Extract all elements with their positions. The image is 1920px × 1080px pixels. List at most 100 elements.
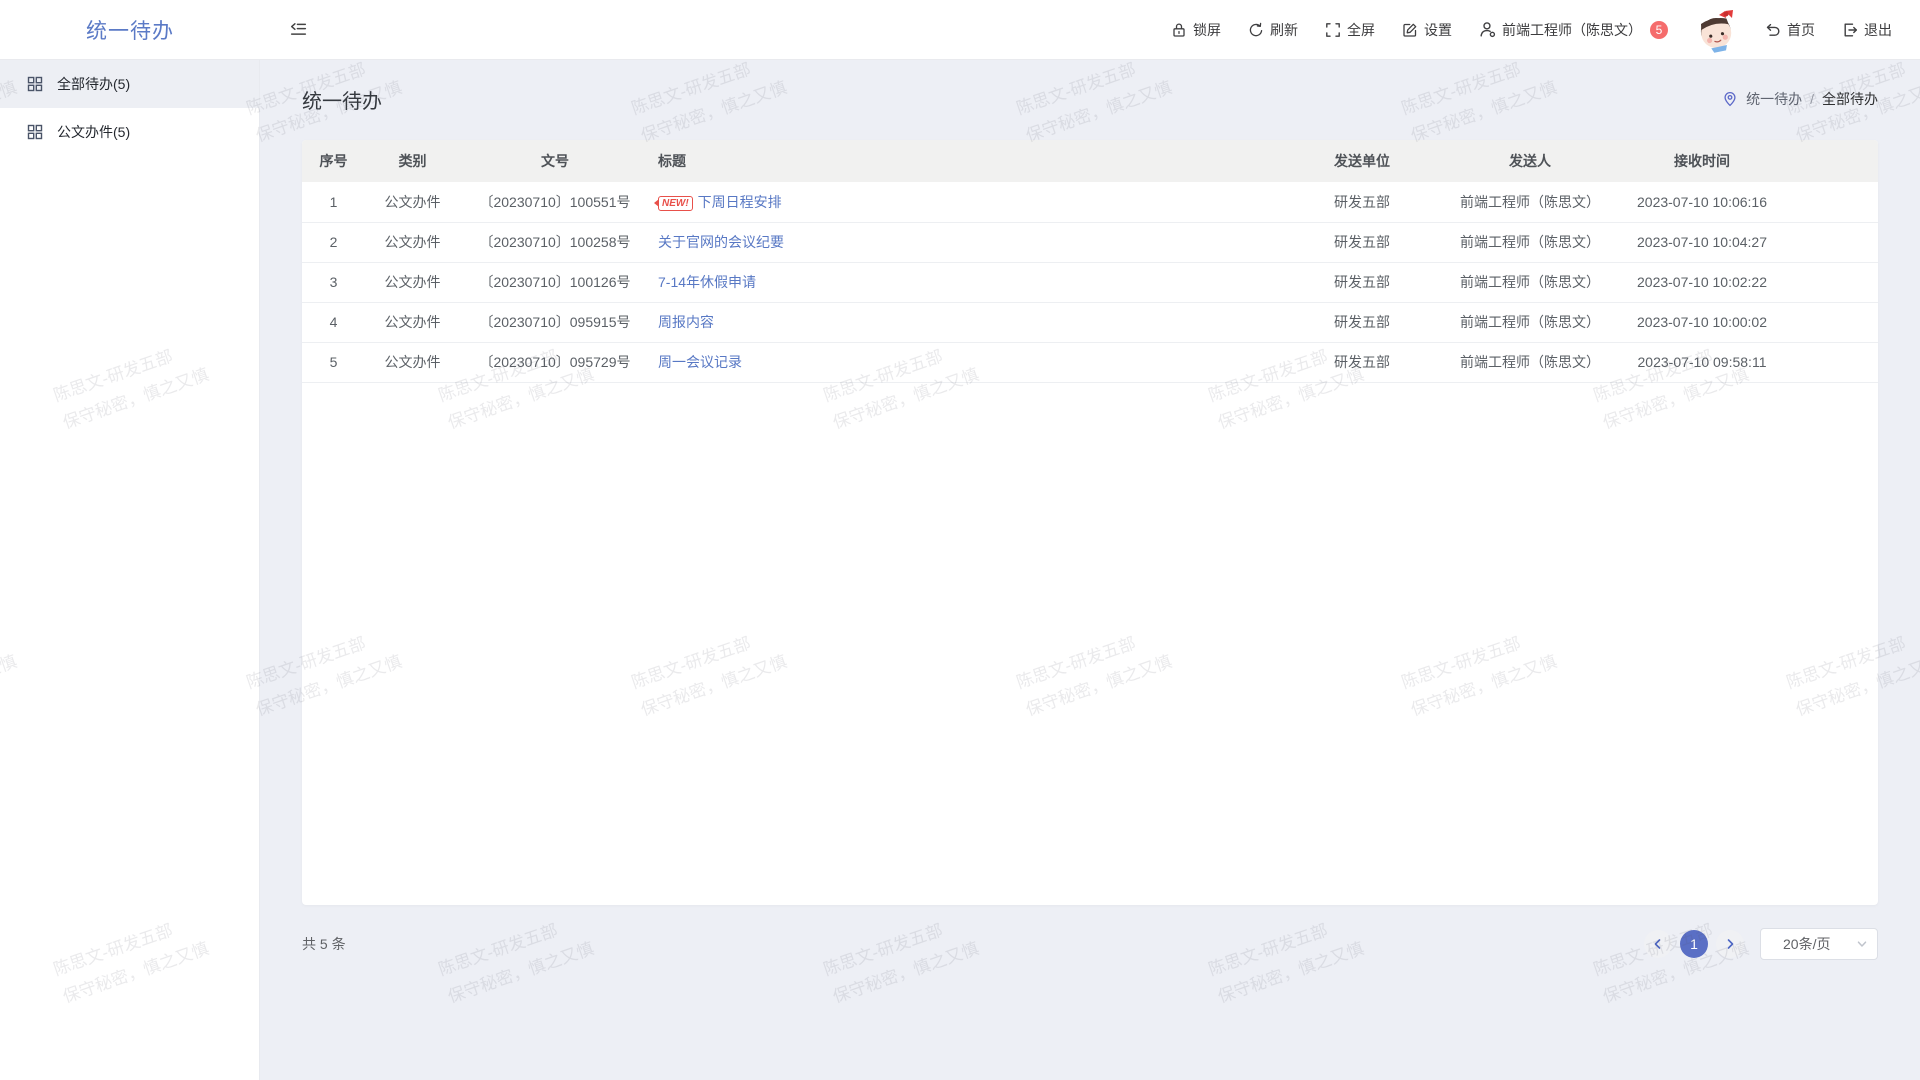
todo-table-body: 1 公文办件 〔20230710〕100551号 NEW! 下周日程安排 研发五部 前端工程…	[302, 182, 1878, 383]
fullscreen-button[interactable]: 全屏	[1325, 20, 1375, 40]
home-button[interactable]: 首页	[1764, 20, 1815, 40]
sidebar-item-label: 公文办件(5)	[57, 124, 131, 140]
col-header-no: 序号	[302, 140, 365, 182]
col-unit: 研发五部	[1282, 222, 1442, 263]
col-sender: 前端工程师（陈思文）	[1442, 222, 1618, 263]
logout-button[interactable]: 退出	[1842, 20, 1892, 40]
table-row: 3 公文办件 〔20230710〕100126号 7-14年休假申请 研发五部 前端工程师…	[302, 262, 1878, 303]
refresh-button[interactable]: 刷新	[1248, 20, 1298, 40]
col-category: 公文办件	[365, 342, 460, 383]
content-header: 统一待办 统一待办 / 全部待办	[302, 76, 1878, 122]
prev-page-button[interactable]	[1644, 930, 1672, 958]
page-title: 统一待办	[302, 90, 382, 113]
chevron-right-icon	[1727, 939, 1734, 949]
pagination: 1 20条/页	[1644, 928, 1878, 960]
fullscreen-label: 全屏	[1347, 21, 1375, 38]
col-category: 公文办件	[365, 182, 460, 223]
table-footer: 共 5 条 1 20条/页	[302, 921, 1878, 967]
breadcrumb: 统一待办 / 全部待办	[1722, 89, 1878, 109]
col-title: NEW! 下周日程安排	[650, 182, 1282, 223]
col-time: 2023-07-10 10:02:22	[1618, 262, 1878, 303]
page-size-value: 20条/页	[1783, 936, 1831, 952]
settings-icon	[1403, 23, 1417, 37]
user-menu[interactable]: 前端工程师（陈思文） 5	[1479, 20, 1668, 40]
col-header-sender: 发送人	[1442, 140, 1618, 182]
col-unit: 研发五部	[1282, 182, 1442, 223]
page-size-select[interactable]: 20条/页	[1760, 928, 1878, 960]
col-sender: 前端工程师（陈思文）	[1442, 342, 1618, 383]
col-title: 7-14年休假申请	[650, 262, 1282, 303]
sidebar-collapse-button[interactable]	[290, 22, 307, 37]
todo-table-card: 序号 类别 文号 标题 发送单位 发送人 接收时间 1 公文办件 〔20230710…	[302, 140, 1878, 905]
main-content: 统一待办 统一待办 / 全部待办	[260, 60, 1920, 1080]
table-row: 1 公文办件 〔20230710〕100551号 NEW! 下周日程安排 研发五部 前端工程…	[302, 182, 1878, 223]
table-row: 2 公文办件 〔20230710〕100258号 关于官网的会议纪要 研发五部 前端工程师…	[302, 222, 1878, 263]
lock-icon	[1173, 22, 1185, 37]
col-category: 公文办件	[365, 302, 460, 343]
breadcrumb-current: 全部待办	[1822, 91, 1878, 107]
col-header-category: 类别	[365, 140, 460, 182]
doc-title-link[interactable]: 周报内容	[658, 314, 714, 330]
refresh-label: 刷新	[1270, 21, 1298, 38]
col-time: 2023-07-10 09:58:11	[1618, 342, 1878, 383]
sidebar-item-label: 全部待办(5)	[57, 76, 131, 92]
col-time: 2023-07-10 10:00:02	[1618, 302, 1878, 343]
col-doc-no: 〔20230710〕100126号	[460, 262, 650, 303]
col-header-unit: 发送单位	[1282, 140, 1442, 182]
home-label: 首页	[1787, 21, 1815, 38]
col-title: 关于官网的会议纪要	[650, 222, 1282, 263]
col-category: 公文办件	[365, 222, 460, 263]
settings-button[interactable]: 设置	[1402, 20, 1452, 40]
col-no: 5	[302, 342, 365, 383]
col-doc-no: 〔20230710〕100258号	[460, 222, 650, 263]
total-count: 共 5 条	[302, 936, 346, 952]
col-unit: 研发五部	[1282, 302, 1442, 343]
fullscreen-icon	[1326, 22, 1340, 37]
todo-table-head: 序号 类别 文号 标题 发送单位 发送人 接收时间	[302, 140, 1878, 182]
col-sender: 前端工程师（陈思文）	[1442, 182, 1618, 223]
col-no: 2	[302, 222, 365, 263]
app-logo-area: 统一待办	[0, 15, 260, 45]
col-category: 公文办件	[365, 262, 460, 303]
doc-title-link[interactable]: 关于官网的会议纪要	[658, 234, 784, 250]
col-title: 周报内容	[650, 302, 1282, 343]
col-header-title: 标题	[650, 140, 1282, 182]
doc-title-link[interactable]: 7-14年休假申请	[658, 274, 757, 290]
col-unit: 研发五部	[1282, 342, 1442, 383]
col-header-doc-no: 文号	[460, 140, 650, 182]
topbar: 统一待办 锁屏	[0, 0, 1920, 60]
logout-label: 退出	[1864, 21, 1892, 38]
user-name-label: 前端工程师（陈思文）	[1502, 21, 1642, 38]
breadcrumb-root[interactable]: 统一待办	[1746, 91, 1803, 107]
table-row: 5 公文办件 〔20230710〕095729号 周一会议记录 研发五部 前端工程师（陈思…	[302, 342, 1878, 383]
col-header-time: 接收时间	[1618, 140, 1878, 182]
grid-icon	[27, 76, 43, 92]
col-doc-no: 〔20230710〕095915号	[460, 302, 650, 343]
col-no: 4	[302, 302, 365, 343]
doc-title-link[interactable]: 下周日程安排	[697, 193, 782, 210]
avatar-image	[1700, 9, 1733, 53]
todo-table: 序号 类别 文号 标题 发送单位 发送人 接收时间 1 公文办件 〔20230710…	[302, 140, 1878, 383]
location-pin-icon	[1724, 91, 1736, 107]
current-page-button[interactable]: 1	[1680, 930, 1708, 958]
table-row: 4 公文办件 〔20230710〕095915号 周报内容 研发五部 前端工程师（陈思文）…	[302, 302, 1878, 343]
todo-count-badge: 5	[1650, 20, 1668, 39]
sidebar-item-all-todos[interactable]: 全部待办(5)	[0, 60, 259, 108]
topbar-actions: 锁屏 刷新 全屏	[1171, 7, 1920, 53]
col-doc-no: 〔20230710〕100551号	[460, 182, 650, 223]
next-page-button[interactable]	[1716, 930, 1744, 958]
user-icon	[1480, 22, 1496, 38]
col-no: 3	[302, 262, 365, 303]
chevron-left-icon	[1654, 939, 1661, 949]
lock-screen-label: 锁屏	[1193, 21, 1221, 38]
col-title: 周一会议记录	[650, 342, 1282, 383]
sidebar-item-official-docs[interactable]: 公文办件(5)	[0, 108, 259, 156]
col-time: 2023-07-10 10:04:27	[1618, 222, 1878, 263]
col-no: 1	[302, 182, 365, 223]
user-avatar[interactable]	[1695, 7, 1737, 53]
breadcrumb-separator: /	[1810, 91, 1814, 107]
lock-screen-button[interactable]: 锁屏	[1171, 20, 1221, 40]
doc-title-link[interactable]: 周一会议记录	[658, 354, 742, 370]
back-home-icon	[1766, 23, 1780, 36]
